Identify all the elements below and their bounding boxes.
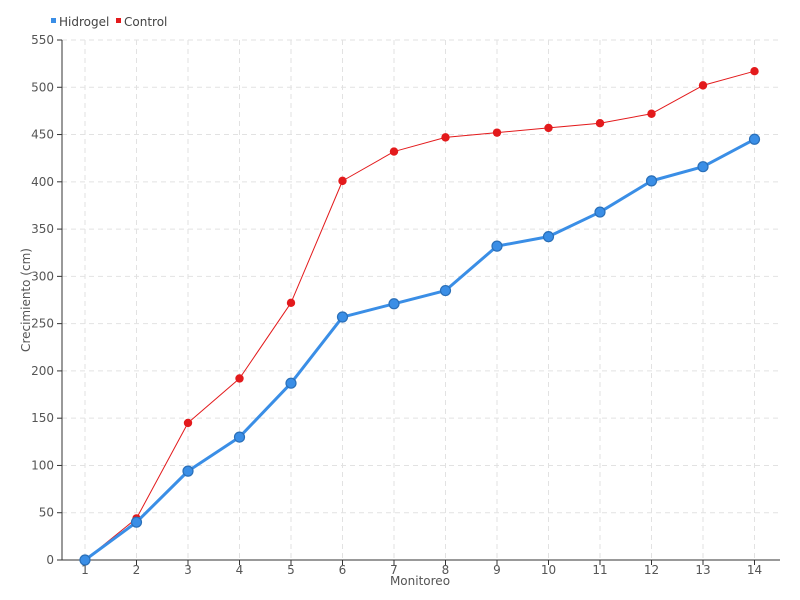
x-axis-ticks: 1 2 3 4 5 6 7 8 9 10 11 12 13 14: [81, 560, 762, 577]
data-point-hidrogel: [748, 133, 761, 145]
y-tick-label: 550: [31, 33, 54, 47]
data-point-hidrogel: [182, 465, 194, 477]
y-tick-label: 100: [31, 458, 54, 472]
data-point-control: [183, 418, 193, 428]
y-tick-label: 450: [31, 128, 54, 142]
y-axis-title: Crecimiento (cm): [19, 248, 33, 352]
x-tick-label: 4: [236, 563, 244, 577]
data-point-hidrogel: [439, 284, 452, 297]
chart-legend: Hidrogel Control: [51, 15, 167, 29]
x-tick-label: 14: [747, 563, 762, 577]
data-point-control: [544, 123, 553, 133]
data-point-hidrogel: [594, 206, 606, 218]
data-point-control: [338, 176, 347, 186]
data-point-hidrogel: [233, 431, 246, 443]
x-tick-label: 7: [390, 563, 398, 577]
series-group: [79, 67, 761, 566]
x-tick-label: 1: [81, 563, 89, 577]
x-tick-label: 2: [133, 563, 141, 577]
data-point-hidrogel: [645, 175, 658, 187]
data-point-control: [389, 147, 399, 156]
y-tick-label: 150: [31, 411, 54, 425]
y-tick-label: 400: [31, 175, 54, 189]
x-tick-label: 3: [184, 563, 192, 577]
y-tick-label: 0: [46, 553, 54, 567]
gridlines: [62, 39, 780, 560]
x-tick-label: 10: [541, 563, 556, 577]
data-point-hidrogel: [336, 311, 349, 323]
axes: [61, 40, 780, 561]
data-point-hidrogel: [285, 377, 297, 389]
legend-label-control: Control: [124, 15, 167, 29]
x-tick-label: 12: [644, 563, 659, 577]
data-point-control: [698, 81, 708, 90]
data-point-control: [286, 298, 296, 308]
y-tick-label: 50: [39, 506, 54, 520]
legend-swatch-hidrogel: [51, 18, 56, 23]
legend-label-hidrogel: Hidrogel: [59, 15, 109, 29]
data-point-hidrogel: [491, 240, 503, 252]
data-point-control: [441, 133, 450, 142]
legend-swatch-control: [116, 18, 121, 23]
x-tick-label: 6: [339, 563, 347, 577]
data-point-hidrogel: [130, 516, 143, 528]
y-tick-label: 500: [31, 80, 54, 94]
data-point-hidrogel: [79, 554, 91, 566]
data-point-control: [750, 67, 759, 76]
x-tick-label: 11: [592, 563, 607, 577]
y-tick-label: 250: [31, 317, 54, 331]
data-point-hidrogel: [542, 231, 555, 243]
x-axis-title: Monitoreo: [390, 574, 450, 588]
data-point-hidrogel: [697, 161, 709, 173]
data-point-control: [235, 374, 244, 383]
series-line-control: [84, 70, 755, 561]
x-tick-label: 8: [442, 563, 450, 577]
data-point-control: [595, 119, 605, 128]
x-tick-label: 9: [493, 563, 501, 577]
data-point-control: [647, 109, 656, 118]
x-tick-label: 5: [287, 563, 295, 577]
data-point-control: [492, 128, 502, 137]
y-tick-label: 300: [31, 269, 54, 283]
x-tick-label: 13: [695, 563, 710, 577]
y-axis-ticks: 0 50 100 150 200 250 300 350 400 450 500 550: [31, 33, 62, 567]
y-tick-label: 350: [31, 222, 54, 236]
y-tick-label: 200: [31, 364, 54, 378]
series-line-hidrogel: [84, 137, 756, 562]
data-point-hidrogel: [388, 298, 400, 310]
